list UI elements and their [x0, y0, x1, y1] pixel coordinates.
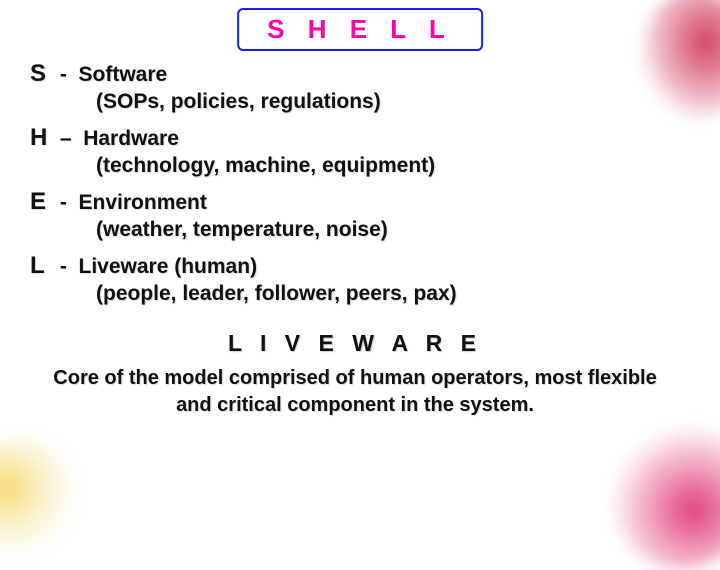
content-area: S - Software (SOPs, policies, regulation…	[30, 60, 680, 419]
liveware-heading: L I V E W A R E	[30, 330, 680, 357]
item-letter: L	[30, 252, 54, 280]
item-sep: -	[60, 191, 67, 214]
decorative-splash-pink-bottom	[610, 420, 720, 570]
title-box: S H E L L	[237, 8, 483, 51]
item-term: Hardware	[83, 127, 179, 150]
item-term: Environment	[79, 191, 207, 214]
list-item: E - Environment (weather, temperature, n…	[30, 188, 680, 242]
item-term: Software	[79, 63, 168, 86]
item-term-line: H – Hardware	[30, 124, 680, 152]
item-sep: -	[60, 255, 67, 278]
item-detail: (weather, temperature, noise)	[96, 218, 680, 242]
list-item: H – Hardware (technology, machine, equip…	[30, 124, 680, 178]
list-item: L - Liveware (human) (people, leader, fo…	[30, 252, 680, 306]
liveware-description: Core of the model comprised of human ope…	[30, 365, 680, 419]
item-detail: (technology, machine, equipment)	[96, 154, 680, 178]
item-term-line: L - Liveware (human)	[30, 252, 680, 280]
item-letter: H	[30, 124, 54, 152]
decorative-splash-yellow	[0, 440, 80, 560]
item-detail: (people, leader, follower, peers, pax)	[96, 282, 680, 306]
item-term: Liveware (human)	[79, 255, 258, 278]
item-sep: –	[60, 127, 72, 150]
item-letter: S	[30, 60, 54, 88]
item-detail: (SOPs, policies, regulations)	[96, 90, 680, 114]
item-term-line: S - Software	[30, 60, 680, 88]
item-sep: -	[60, 63, 67, 86]
list-item: S - Software (SOPs, policies, regulation…	[30, 60, 680, 114]
item-term-line: E - Environment	[30, 188, 680, 216]
title-text: S H E L L	[267, 14, 453, 44]
item-letter: E	[30, 188, 54, 216]
